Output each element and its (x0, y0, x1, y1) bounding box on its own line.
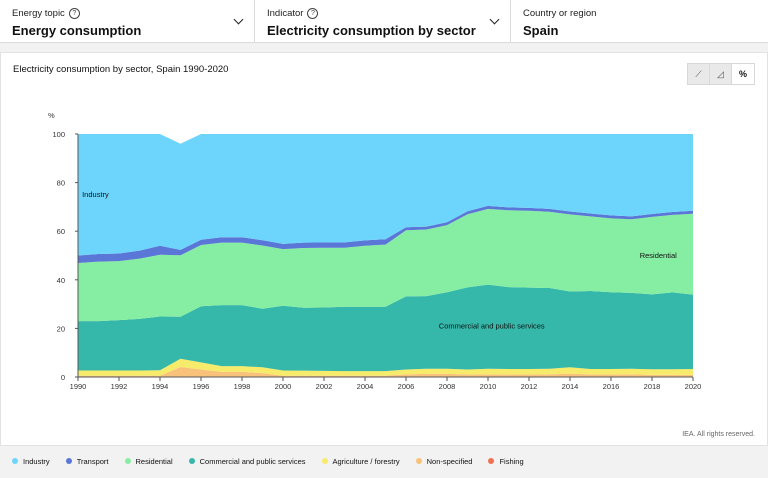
x-tick-label: 2000 (275, 382, 292, 391)
chart-legend: Industry Transport Residential Commercial a… (0, 444, 768, 478)
x-tick-label: 2008 (439, 382, 456, 391)
indicator-selector[interactable]: Indicator ? Electricity consumption by s… (255, 0, 511, 42)
x-tick-label: 2020 (685, 382, 702, 391)
area-annotation: Commercial and public services (439, 321, 545, 330)
x-tick-label: 2014 (562, 382, 579, 391)
legend-label: Residential (135, 456, 173, 466)
x-tick-label: 2010 (480, 382, 497, 391)
energy-topic-label: Energy topic (12, 7, 65, 19)
line-chart-icon[interactable]: ⟋ (688, 64, 710, 84)
legend-dot-icon (65, 458, 72, 464)
legend-item-non-specified[interactable]: Non-specified (415, 456, 473, 466)
legend-dot-icon (124, 458, 131, 464)
legend-label: Commercial and public services (199, 456, 306, 466)
indicator-label: Indicator (267, 7, 304, 19)
x-tick-label: 1990 (70, 382, 87, 391)
y-tick-label: 80 (57, 179, 65, 188)
indicator-value: Electricity consumption by sector (267, 23, 476, 38)
area-commercial-and-public-services (78, 284, 693, 372)
x-tick-label: 2002 (316, 382, 333, 391)
x-tick-label: 2018 (644, 382, 661, 391)
legend-dot-icon (321, 458, 328, 464)
x-tick-label: 1996 (193, 382, 210, 391)
legend-item-industry[interactable]: Industry (12, 457, 50, 466)
legend-label: Industry (23, 456, 50, 466)
area-agriculture-forestry (78, 358, 693, 376)
help-icon[interactable]: ? (68, 7, 80, 19)
y-axis-label: % (48, 111, 55, 120)
stacked-area-chart: 0 20 40 60 80 100% 1990 1992 1994 1996 1998 2000 200… (48, 111, 702, 391)
legend-item-transport[interactable]: Transport (65, 456, 109, 466)
energy-topic-value: Energy consumption (12, 23, 142, 38)
legend-label: Agriculture / forestry (332, 456, 400, 466)
legend-label: Fishing (499, 456, 524, 466)
x-tick-label: 2006 (398, 382, 415, 391)
legend-dot-icon (188, 458, 195, 464)
area-transport (78, 205, 693, 264)
legend-item-commercial-and-public-services[interactable]: Commercial and public services (188, 456, 306, 466)
chart-title: Electricity consumption by sector, Spain… (13, 64, 229, 75)
area-industry (78, 134, 693, 256)
area-annotation: Industry (82, 190, 109, 199)
legend-item-residential[interactable]: Residential (124, 456, 173, 466)
y-tick-label: 20 (57, 324, 65, 333)
top-bar: Energy topic ? Energy consumption Indica… (0, 0, 768, 43)
legend-dot-icon (488, 458, 495, 464)
x-tick-label: 2016 (603, 382, 620, 391)
legend-item-agriculture-forestry[interactable]: Agriculture / forestry (321, 456, 400, 466)
x-tick-label: 1992 (111, 382, 128, 391)
y-tick-label: 0 (61, 373, 65, 382)
area-residential (78, 208, 693, 322)
chart-card: Electricity consumption by sector, Spain… (0, 52, 768, 446)
country-label: Country or region (523, 7, 597, 19)
legend-label: Non-specified (426, 456, 473, 466)
legend-item-fishing[interactable]: Fishing (488, 456, 524, 466)
x-tick-label: 1998 (234, 382, 251, 391)
legend-label: Transport (76, 456, 109, 466)
credit-text: IEA. All rights reserved. (682, 431, 755, 438)
energy-topic-selector[interactable]: Energy topic ? Energy consumption (0, 0, 255, 42)
x-tick-label: 1994 (152, 382, 169, 391)
view-mode-toggle: ⟋ ◿ % (687, 63, 755, 85)
country-selector[interactable]: Country or region Spain (511, 0, 768, 42)
legend-dot-icon (12, 458, 18, 464)
legend-dot-icon (415, 458, 422, 464)
area-annotation: Residential (640, 251, 677, 260)
y-tick-label: 100 (52, 130, 65, 139)
y-tick-label: 40 (57, 276, 65, 285)
x-tick-label: 2012 (521, 382, 538, 391)
help-icon[interactable]: ? (307, 7, 319, 19)
x-tick-label: 2004 (357, 382, 374, 391)
area-chart-icon[interactable]: ◿ (710, 64, 732, 84)
country-value: Spain (523, 23, 559, 38)
percent-icon[interactable]: % (732, 64, 754, 84)
y-tick-label: 60 (57, 227, 65, 236)
